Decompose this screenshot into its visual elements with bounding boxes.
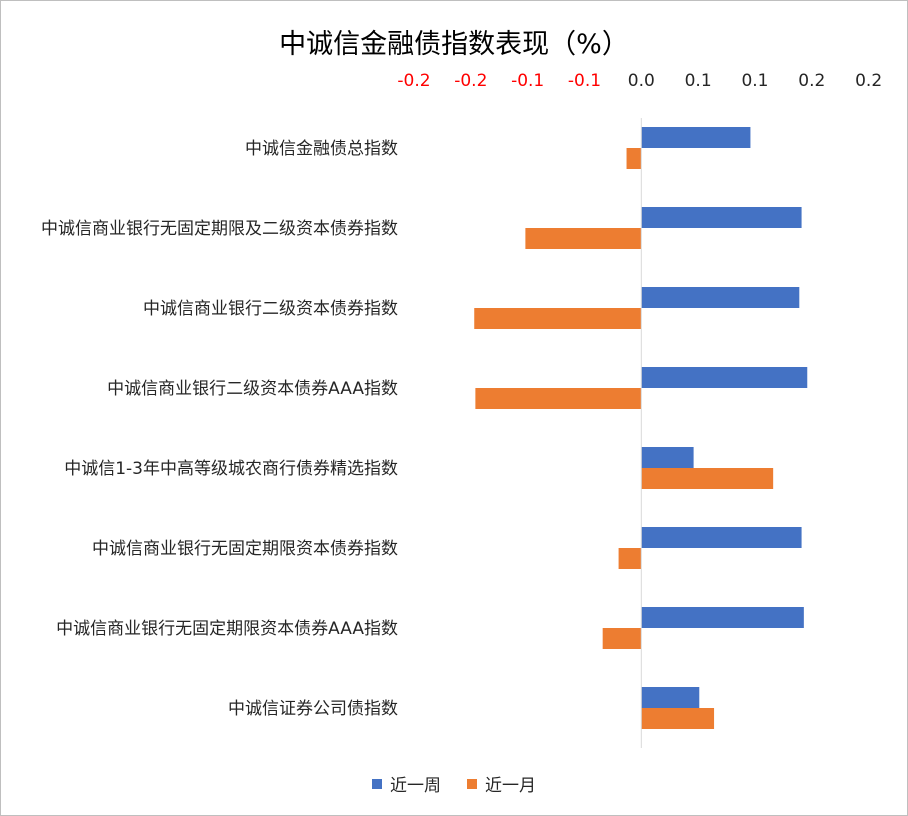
bar-week [641, 287, 800, 308]
bar-month [641, 468, 774, 489]
legend-swatch-month [467, 778, 477, 789]
bar-month [641, 708, 715, 729]
bar-week [641, 607, 804, 628]
x-tick-label: 0.2 [798, 71, 825, 91]
x-tick-label: 0.1 [741, 71, 768, 91]
x-tick-label: 0.0 [628, 71, 655, 91]
bar-month [618, 548, 642, 569]
legend-label-month: 近一月 [485, 776, 536, 796]
category-label: 中诚信商业银行二级资本债券AAA指数 [107, 379, 398, 399]
chart-title: 中诚信金融债指数表现（%） [279, 29, 629, 60]
bar-month [602, 628, 642, 649]
bar-week [641, 527, 802, 548]
bar-week [641, 207, 802, 228]
x-tick-label: 0.1 [685, 71, 712, 91]
category-label: 中诚信商业银行无固定期限及二级资本债券指数 [41, 219, 398, 239]
bar-week [641, 127, 751, 148]
category-label: 中诚信商业银行无固定期限资本债券指数 [92, 539, 398, 559]
bar-week [641, 687, 700, 708]
bar-month [474, 308, 642, 329]
bar-week [641, 447, 694, 468]
x-tick-label: -0.2 [454, 71, 487, 91]
x-tick-label: -0.1 [511, 71, 544, 91]
bar-week [641, 367, 808, 388]
bar-month [525, 228, 642, 249]
x-tick-label: -0.1 [568, 71, 601, 91]
category-label: 中诚信商业银行无固定期限资本债券AAA指数 [56, 619, 398, 639]
bar-month [475, 388, 642, 409]
category-label: 中诚信商业银行二级资本债券指数 [143, 299, 398, 319]
x-tick-label: -0.2 [397, 71, 430, 91]
chart-legend: 近一周 近一月 [0, 771, 908, 796]
legend-item-week: 近一周 [372, 771, 441, 796]
category-label: 中诚信证券公司债指数 [228, 699, 398, 719]
x-tick-label: 0.2 [855, 71, 882, 91]
bar-month [626, 148, 642, 169]
legend-item-month: 近一月 [467, 771, 536, 796]
legend-label-week: 近一周 [390, 776, 441, 796]
category-label: 中诚信1-3年中高等级城农商行债券精选指数 [64, 459, 398, 479]
legend-swatch-week [372, 778, 382, 789]
category-label: 中诚信金融债总指数 [245, 139, 398, 159]
